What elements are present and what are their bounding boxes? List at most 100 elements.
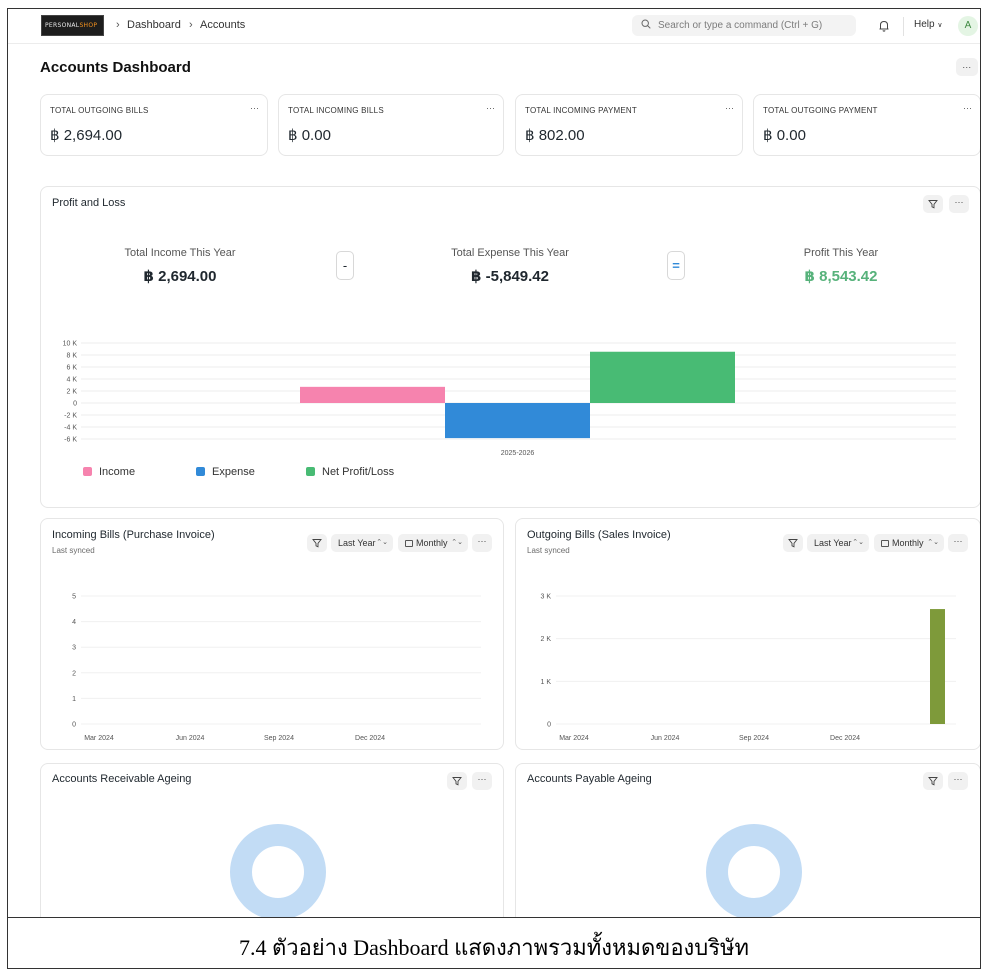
filter-icon — [928, 777, 938, 786]
y-tick-label: 3 — [72, 645, 76, 652]
more-button[interactable]: ··· — [472, 772, 492, 790]
timespan-select[interactable]: Last Year ⌃⌄ — [807, 534, 869, 552]
profit-loss-chart: 10 K 8 K 6 K 4 K 2 K 0 -2 K -4 K -6 K 2025-2026 — [63, 341, 956, 457]
y-tick-label: 2 K — [540, 636, 551, 643]
incoming-bills-chart: 5 4 3 2 1 0 Mar 2024 Jun 2024 Sep 2024 Dec 2024 — [72, 594, 481, 742]
chevron-updown-icon: ⌃⌄ — [376, 539, 388, 546]
notification-bell-icon[interactable] — [877, 19, 891, 33]
payable-donut-chart — [706, 824, 802, 917]
legend-net-profit[interactable]: Net Profit/Loss — [306, 466, 394, 478]
number-card-label: TOTAL OUTGOING PAYMENT — [763, 106, 878, 115]
y-tick-label: 8 K — [66, 353, 77, 360]
y-tick-label: 10 K — [63, 341, 78, 348]
more-icon[interactable]: ··· — [725, 103, 734, 113]
y-tick-label: 1 — [72, 696, 76, 703]
card-title: Accounts Payable Ageing — [527, 773, 652, 785]
filter-icon — [788, 539, 798, 548]
filter-button[interactable] — [447, 772, 467, 790]
minus-operator: - — [336, 251, 354, 280]
more-button[interactable]: ··· — [948, 772, 968, 790]
interval-select[interactable]: Monthly ⌃⌄ — [874, 534, 944, 552]
figure-caption: 7.4 ตัวอย่าง Dashboard แสดงภาพรวมทั้งหมด… — [238, 935, 750, 960]
more-button[interactable]: ··· — [949, 195, 969, 213]
number-card-label: TOTAL INCOMING BILLS — [288, 106, 384, 115]
bar-expense — [445, 403, 590, 439]
outgoing-bills-chart: 3 K 2 K 1 K 0 Mar 2024 Jun 2024 Sep 2024 Dec 20… — [540, 594, 956, 742]
total-income-label: Total Income This Year — [124, 247, 236, 259]
card-title: Accounts Receivable Ageing — [52, 773, 192, 785]
chevron-updown-icon: ⌃⌄ — [852, 539, 864, 546]
more-icon[interactable]: ··· — [250, 103, 259, 113]
interval-select[interactable]: Monthly ⌃⌄ — [398, 534, 468, 552]
filter-button[interactable] — [923, 195, 943, 213]
chevron-right-icon: › — [116, 19, 120, 31]
card-title: Outgoing Bills (Sales Invoice) — [527, 529, 671, 541]
total-expense-label: Total Expense This Year — [451, 247, 569, 259]
logo-text: PERSONALSHOP — [45, 22, 98, 29]
total-expense-value: ฿ -5,849.42 — [471, 268, 549, 285]
donut-ring — [230, 824, 326, 917]
filter-icon — [928, 200, 938, 209]
more-icon[interactable]: ··· — [963, 103, 972, 113]
number-card-value: ฿ 0.00 — [288, 127, 331, 144]
payable-ageing-card: Accounts Payable Ageing ··· — [515, 763, 980, 917]
chevron-updown-icon: ⌃⌄ — [927, 539, 939, 546]
page-more-button[interactable]: ... — [956, 58, 978, 76]
filter-button[interactable] — [923, 772, 943, 790]
x-tick-label: Jun 2024 — [176, 735, 205, 742]
timespan-select[interactable]: Last Year ⌃⌄ — [331, 534, 393, 552]
navbar: PERSONALSHOP › Dashboard › Accounts Help… — [8, 9, 980, 44]
y-tick-label: 0 — [547, 722, 551, 729]
company-logo[interactable]: PERSONALSHOP — [41, 15, 104, 36]
chevron-updown-icon: ⌃⌄ — [451, 539, 463, 546]
incoming-bills-card: Incoming Bills (Purchase Invoice) Last s… — [40, 518, 504, 750]
bar-net-profit-loss — [590, 351, 735, 403]
nav-divider — [903, 17, 904, 36]
number-card-label: TOTAL OUTGOING BILLS — [50, 106, 149, 115]
y-tick-label: 0 — [72, 722, 76, 729]
filter-button[interactable] — [783, 534, 803, 552]
filter-button[interactable] — [307, 534, 327, 552]
number-card-value: ฿ 0.00 — [763, 127, 806, 144]
card-title: Incoming Bills (Purchase Invoice) — [52, 529, 215, 541]
number-card-outgoing-bills[interactable]: TOTAL OUTGOING BILLS ··· ฿ 2,694.00 — [40, 94, 268, 156]
more-icon[interactable]: ··· — [486, 103, 495, 113]
number-card-outgoing-payment[interactable]: TOTAL OUTGOING PAYMENT ··· ฿ 0.00 — [753, 94, 980, 156]
filter-icon — [452, 777, 462, 786]
y-tick-label: 5 — [72, 594, 76, 601]
app-window: PERSONALSHOP › Dashboard › Accounts Help… — [7, 8, 981, 918]
search-bar[interactable] — [632, 15, 856, 36]
y-tick-label: 2 — [72, 670, 76, 677]
bar-sales-invoice — [930, 609, 945, 724]
x-tick-label: Mar 2024 — [84, 735, 114, 742]
more-button[interactable]: ··· — [472, 534, 492, 552]
legend-swatch — [83, 467, 92, 476]
legend-income[interactable]: Income — [83, 466, 135, 478]
more-button[interactable]: ··· — [948, 534, 968, 552]
chevron-down-icon: ∨ — [937, 22, 943, 29]
x-tick-label: Sep 2024 — [264, 735, 294, 742]
breadcrumb-dashboard[interactable]: Dashboard — [127, 19, 181, 31]
y-tick-label: -4 K — [64, 425, 77, 432]
number-card-incoming-payment[interactable]: TOTAL INCOMING PAYMENT ··· ฿ 802.00 — [515, 94, 743, 156]
legend-expense[interactable]: Expense — [196, 466, 255, 478]
last-synced-label: Last synced — [527, 546, 570, 555]
user-avatar[interactable]: A — [958, 16, 978, 36]
receivable-ageing-card: Accounts Receivable Ageing ··· — [40, 763, 504, 917]
y-tick-label: 1 K — [540, 679, 551, 686]
x-tick-label: Dec 2024 — [355, 735, 385, 742]
donut-ring — [706, 824, 802, 917]
y-tick-label: 6 K — [66, 365, 77, 372]
number-card-label: TOTAL INCOMING PAYMENT — [525, 106, 637, 115]
x-tick-label: 2025-2026 — [501, 450, 535, 457]
y-tick-label: 4 K — [66, 377, 77, 384]
number-card-value: ฿ 2,694.00 — [50, 127, 123, 144]
search-input[interactable] — [658, 15, 848, 36]
x-tick-label: Mar 2024 — [559, 735, 589, 742]
number-card-incoming-bills[interactable]: TOTAL INCOMING BILLS ··· ฿ 0.00 — [278, 94, 504, 156]
breadcrumb-accounts[interactable]: Accounts — [200, 19, 246, 31]
profit-value: ฿ 8,543.42 — [804, 268, 878, 285]
help-dropdown[interactable]: Help ∨ — [914, 19, 943, 30]
receivable-donut-chart — [230, 824, 326, 917]
calendar-icon — [405, 540, 413, 547]
